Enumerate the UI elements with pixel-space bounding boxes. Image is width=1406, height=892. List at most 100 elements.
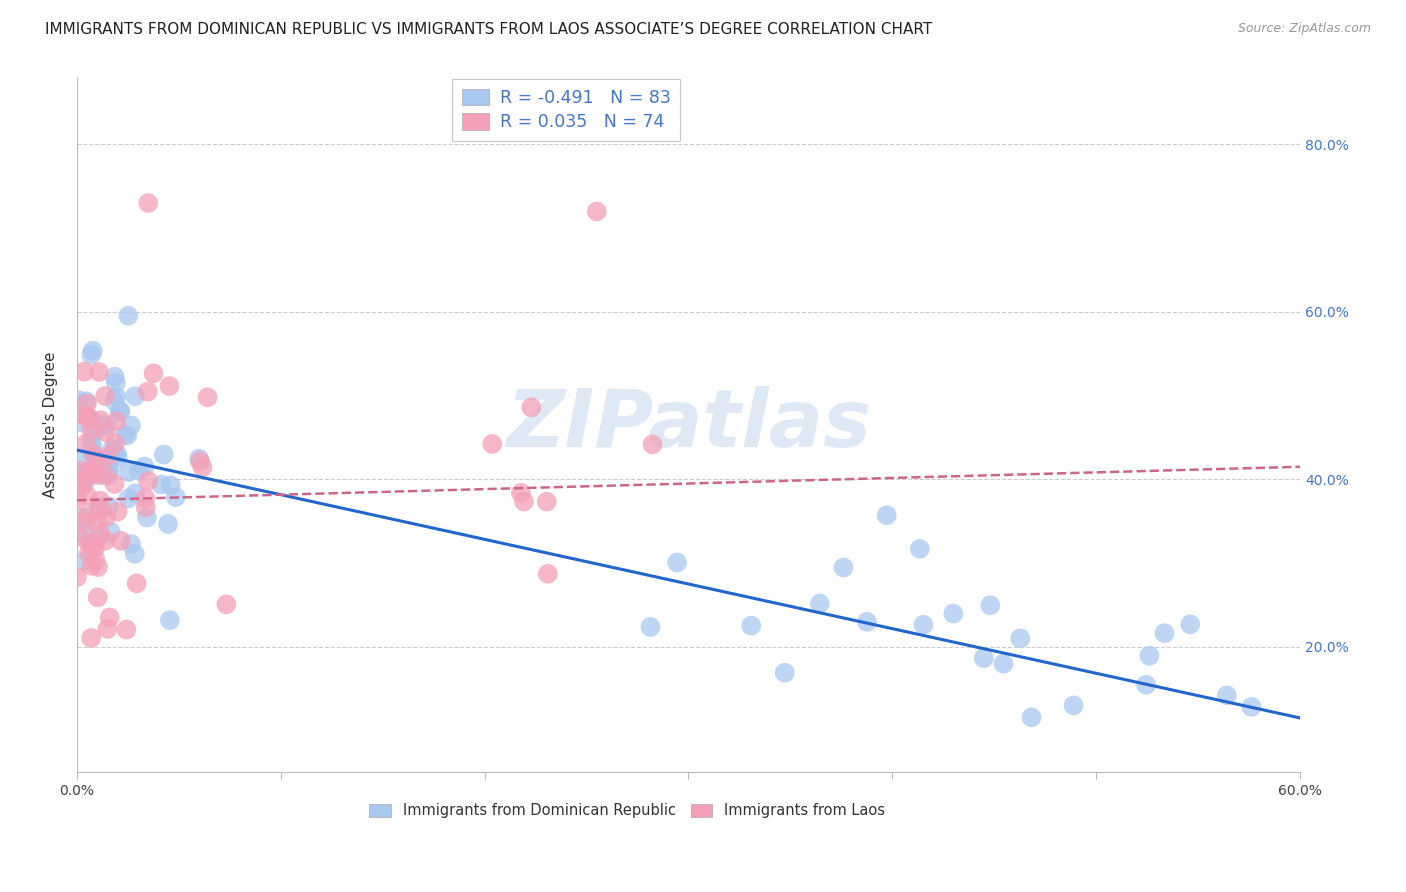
Point [115,428,138,442]
Point [75,515,97,529]
Point [942,607,965,621]
Point [536,494,558,508]
Point [70,468,93,483]
Point [215,597,238,611]
Point [87,467,110,481]
Point [640,620,662,634]
Point [159,478,181,492]
Point [585,204,607,219]
Point [80,412,103,426]
Point [1135,678,1157,692]
Point [90,413,112,427]
Point [94,468,117,483]
Point [86,453,108,467]
Point [87,532,110,546]
Legend: Immigrants from Dominican Republic, Immigrants from Laos: Immigrants from Dominican Republic, Immi… [364,797,891,824]
Point [115,623,138,637]
Point [157,379,180,393]
Point [80,434,103,449]
Point [69,474,91,488]
Point [94,425,117,439]
Point [73,475,96,490]
Point [82,536,104,550]
Point [76,489,98,503]
Point [72,416,94,430]
Point [1137,648,1160,663]
Point [142,367,165,381]
Point [104,376,127,390]
Point [89,527,111,541]
Point [96,419,118,434]
Point [105,390,128,404]
Point [808,597,831,611]
Point [128,464,150,478]
Point [136,196,159,211]
Point [77,546,100,560]
Point [80,631,103,645]
Y-axis label: Associate's Degree: Associate's Degree [44,351,58,498]
Point [87,514,110,528]
Point [69,475,91,490]
Point [856,615,879,629]
Point [76,396,98,410]
Point [98,610,121,624]
Text: ZIPatlas: ZIPatlas [506,386,870,464]
Point [104,436,127,450]
Point [107,450,129,465]
Point [82,440,104,454]
Point [120,418,142,433]
Point [832,560,855,574]
Point [70,479,93,493]
Point [76,508,98,523]
Point [87,365,110,379]
Point [75,554,97,568]
Point [104,394,127,409]
Point [69,479,91,493]
Point [100,524,122,539]
Point [76,409,98,424]
Point [79,464,101,478]
Point [134,491,156,505]
Point [152,448,174,462]
Point [72,511,94,525]
Point [66,492,89,507]
Point [98,451,121,466]
Point [124,389,146,403]
Point [105,447,128,461]
Point [157,516,180,531]
Point [108,404,131,418]
Point [79,467,101,482]
Point [666,556,689,570]
Point [136,384,159,399]
Point [520,401,543,415]
Point [104,369,127,384]
Point [124,547,146,561]
Point [1021,710,1043,724]
Point [1153,626,1175,640]
Point [75,436,97,450]
Point [117,491,139,506]
Point [105,414,128,428]
Point [97,500,120,514]
Text: Source: ZipAtlas.com: Source: ZipAtlas.com [1237,22,1371,36]
Point [87,560,110,574]
Point [80,348,103,362]
Point [120,537,142,551]
Point [509,486,531,500]
Point [79,412,101,426]
Point [103,444,125,458]
Point [82,343,104,358]
Point [197,390,219,404]
Point [107,505,129,519]
Point [135,510,157,524]
Point [101,442,124,456]
Point [135,500,157,515]
Point [481,437,503,451]
Point [912,617,935,632]
Point [77,535,100,549]
Point [86,591,108,605]
Point [117,309,139,323]
Point [150,477,173,491]
Point [94,510,117,524]
Point [537,566,560,581]
